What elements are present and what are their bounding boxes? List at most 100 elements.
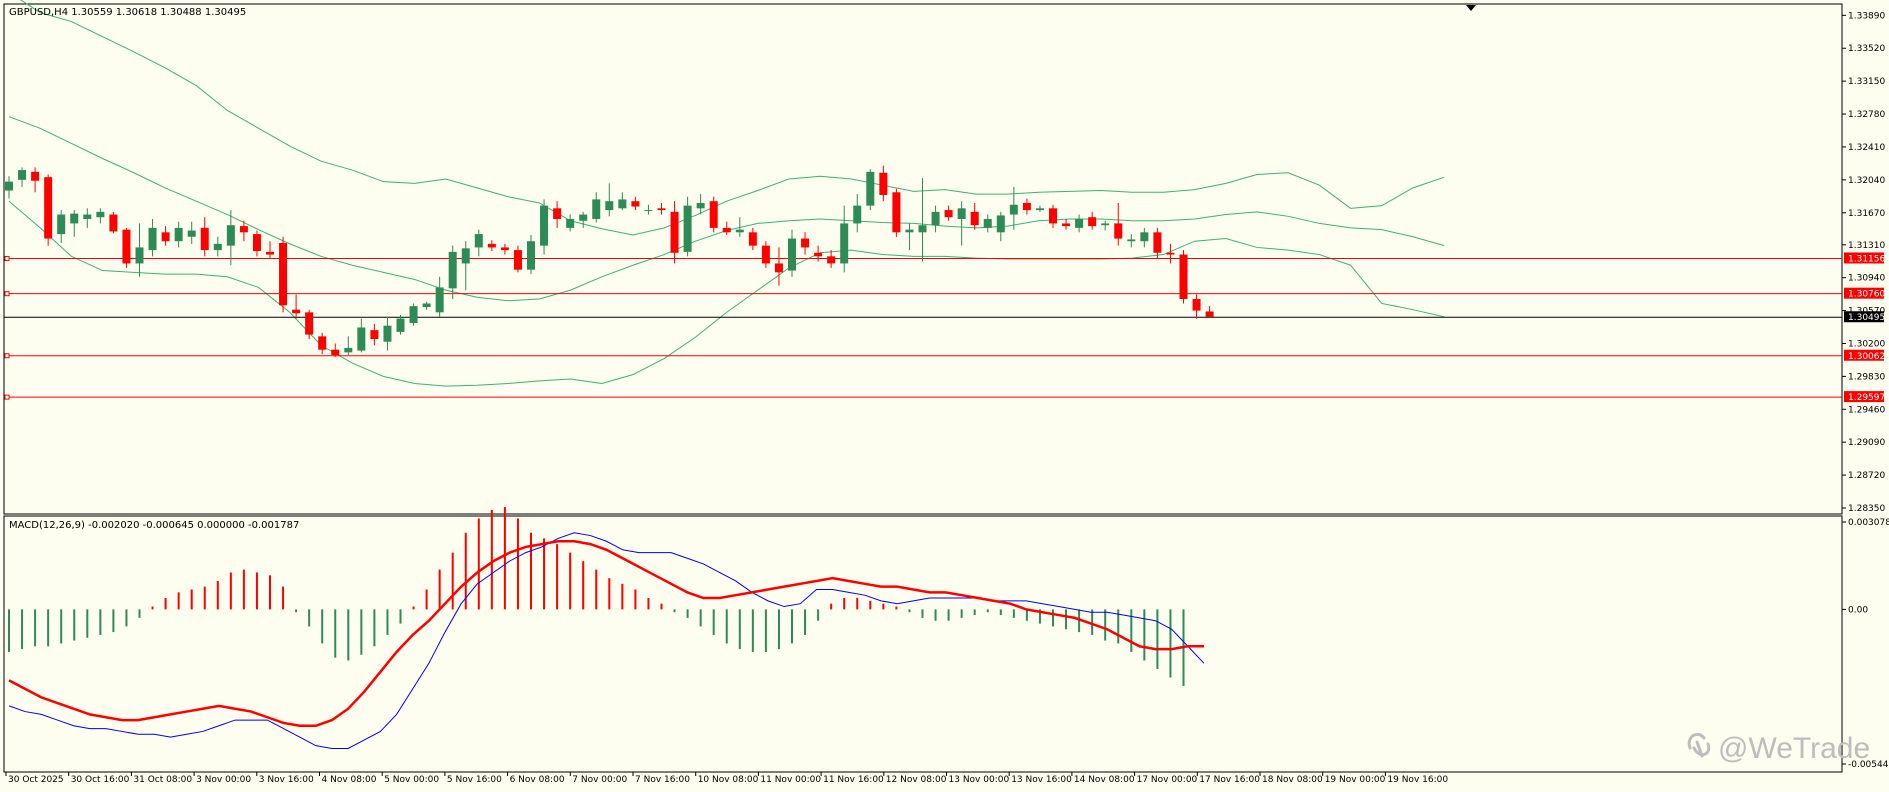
time-tick-label: 11 Nov 16:00 — [823, 775, 884, 785]
candle-body-bull — [5, 181, 13, 191]
candle-body-bear — [1088, 217, 1097, 227]
candle-body-bull — [853, 205, 862, 224]
candle-body-bear — [1153, 232, 1162, 253]
candle-body-bear — [1062, 223, 1071, 227]
shift-marker-icon[interactable] — [1466, 5, 1476, 11]
candle-body-bull — [474, 234, 483, 248]
candle-body-bull — [344, 347, 353, 353]
candle-body-bear — [1114, 223, 1123, 239]
time-tick-label: 11 Nov 00:00 — [760, 775, 821, 785]
price-tick-label: 1.32410 — [1848, 143, 1885, 153]
candle-body-bear — [748, 232, 757, 246]
time-tick-label: 12 Nov 08:00 — [886, 775, 947, 785]
price-tick-label: 1.28350 — [1848, 504, 1885, 514]
candle-body-bull — [174, 227, 183, 242]
price-tick-label: 1.31310 — [1848, 241, 1885, 251]
candle-body-bull — [983, 218, 992, 228]
time-tick-label: 4 Nov 08:00 — [322, 775, 377, 785]
candle-body-bear — [500, 247, 509, 251]
candle-body-bull — [18, 170, 27, 180]
candle-body-bull — [1075, 218, 1084, 228]
candle-body-bull — [579, 214, 588, 221]
candle-body-bull — [422, 303, 431, 308]
macd-histogram — [8, 507, 1185, 687]
time-tick-label: 7 Nov 00:00 — [572, 775, 627, 785]
candle-body-bear — [814, 252, 823, 257]
candle-body-bear — [827, 256, 836, 264]
wetrade-logo-icon — [1687, 732, 1711, 758]
candle-body-bull — [357, 327, 366, 351]
bollinger-upper-line — [19, 0, 1445, 236]
time-tick-label: 5 Nov 00:00 — [384, 775, 439, 785]
price-pane-frame — [3, 3, 1843, 515]
time-tick-label: 19 Nov 16:00 — [1387, 775, 1448, 785]
candle-body-bull — [448, 251, 457, 289]
candle-body-bear — [318, 336, 327, 350]
price-tick-label: 1.33150 — [1848, 77, 1885, 87]
time-tick-label: 18 Nov 08:00 — [1262, 775, 1323, 785]
price-tick-label: 1.31670 — [1848, 209, 1885, 219]
time-tick-label: 17 Nov 00:00 — [1137, 775, 1198, 785]
macd-tick-label: 0.00 — [1848, 605, 1868, 615]
level-price-tags: 1.31156 1.30760 1.30062 1.29597 1.30495 — [1844, 252, 1885, 403]
level-tag-label: 1.29597 — [1848, 393, 1885, 403]
candle-body-bull — [788, 238, 796, 271]
macd-main-line — [8, 532, 1205, 749]
time-tick-label: 10 Nov 08:00 — [698, 775, 759, 785]
macd-tick-label: 0.003078 — [1848, 518, 1889, 528]
candle-body-bear — [761, 245, 770, 264]
candle-body-bull — [540, 205, 549, 246]
candle-body-bear — [774, 263, 783, 273]
current-price-tag — [1844, 311, 1884, 323]
level-anchor — [4, 394, 10, 400]
candle-body-bull — [396, 318, 405, 332]
candle-body-bull — [83, 214, 92, 219]
candle-body-bear — [722, 227, 731, 233]
candle-body-bear — [513, 250, 522, 270]
candle-body-bull — [383, 325, 392, 342]
time-tick-label: 19 Nov 00:00 — [1325, 775, 1386, 785]
time-tick-label: 17 Nov 16:00 — [1199, 775, 1260, 785]
candle-body-bull — [592, 199, 601, 219]
candle-body-bear — [631, 201, 640, 207]
price-tick-label: 1.29090 — [1848, 438, 1885, 448]
candle-body-bear — [1022, 202, 1031, 211]
candle-body-bull — [996, 215, 1005, 233]
time-axis: 30 Oct 2025 30 Oct 16:00 31 Oct 08:00 3 Nov… — [5, 772, 1448, 785]
candle-body-bull — [1127, 239, 1136, 242]
price-tick-label: 1.28720 — [1848, 471, 1885, 481]
bollinger-lower-line — [8, 200, 1445, 387]
price-axis: 1.33890 1.33520 1.33150 1.32780 1.32410 1.320… — [1842, 11, 1885, 514]
level-tag-label: 1.30760 — [1848, 290, 1885, 300]
macd-tick-label: -0.005447 — [1848, 760, 1889, 770]
candle-body-bear — [370, 330, 379, 340]
candle-body-bull — [931, 211, 940, 226]
price-tick-label: 1.33520 — [1848, 44, 1885, 54]
candle-body-bear — [31, 171, 40, 181]
time-tick-label: 3 Nov 16:00 — [259, 775, 314, 785]
macd-header: MACD(12,26,9) -0.002020 -0.000645 0.0000… — [9, 520, 299, 531]
candle-body-bear — [161, 232, 170, 242]
macd-lines — [8, 532, 1205, 749]
candle-body-bear — [944, 210, 953, 218]
candle-body-bear — [44, 177, 53, 239]
level-anchor — [4, 353, 10, 359]
candle-body-bull — [605, 201, 614, 211]
candle-body-bull — [1101, 223, 1110, 226]
candle-body-bear — [200, 227, 209, 251]
price-tick-label: 1.33890 — [1848, 11, 1885, 21]
candle-body-bear — [252, 234, 261, 251]
candle-body-bear — [892, 192, 901, 233]
candle-body-bear — [1179, 254, 1188, 300]
candle-body-bull — [918, 225, 927, 233]
level-tag — [1844, 391, 1884, 403]
candle-body-bull — [905, 229, 914, 233]
candle-body-bull — [683, 205, 692, 252]
symbol-header: GBPUSD,H4 1.30559 1.30618 1.30488 1.3049… — [9, 7, 246, 18]
bollinger-middle-line — [8, 116, 1445, 302]
watermark: @WeTrade — [1687, 732, 1870, 765]
candle-body-bear — [266, 251, 274, 255]
candle-body-bear — [879, 172, 888, 195]
candle-body-bear — [970, 211, 979, 226]
